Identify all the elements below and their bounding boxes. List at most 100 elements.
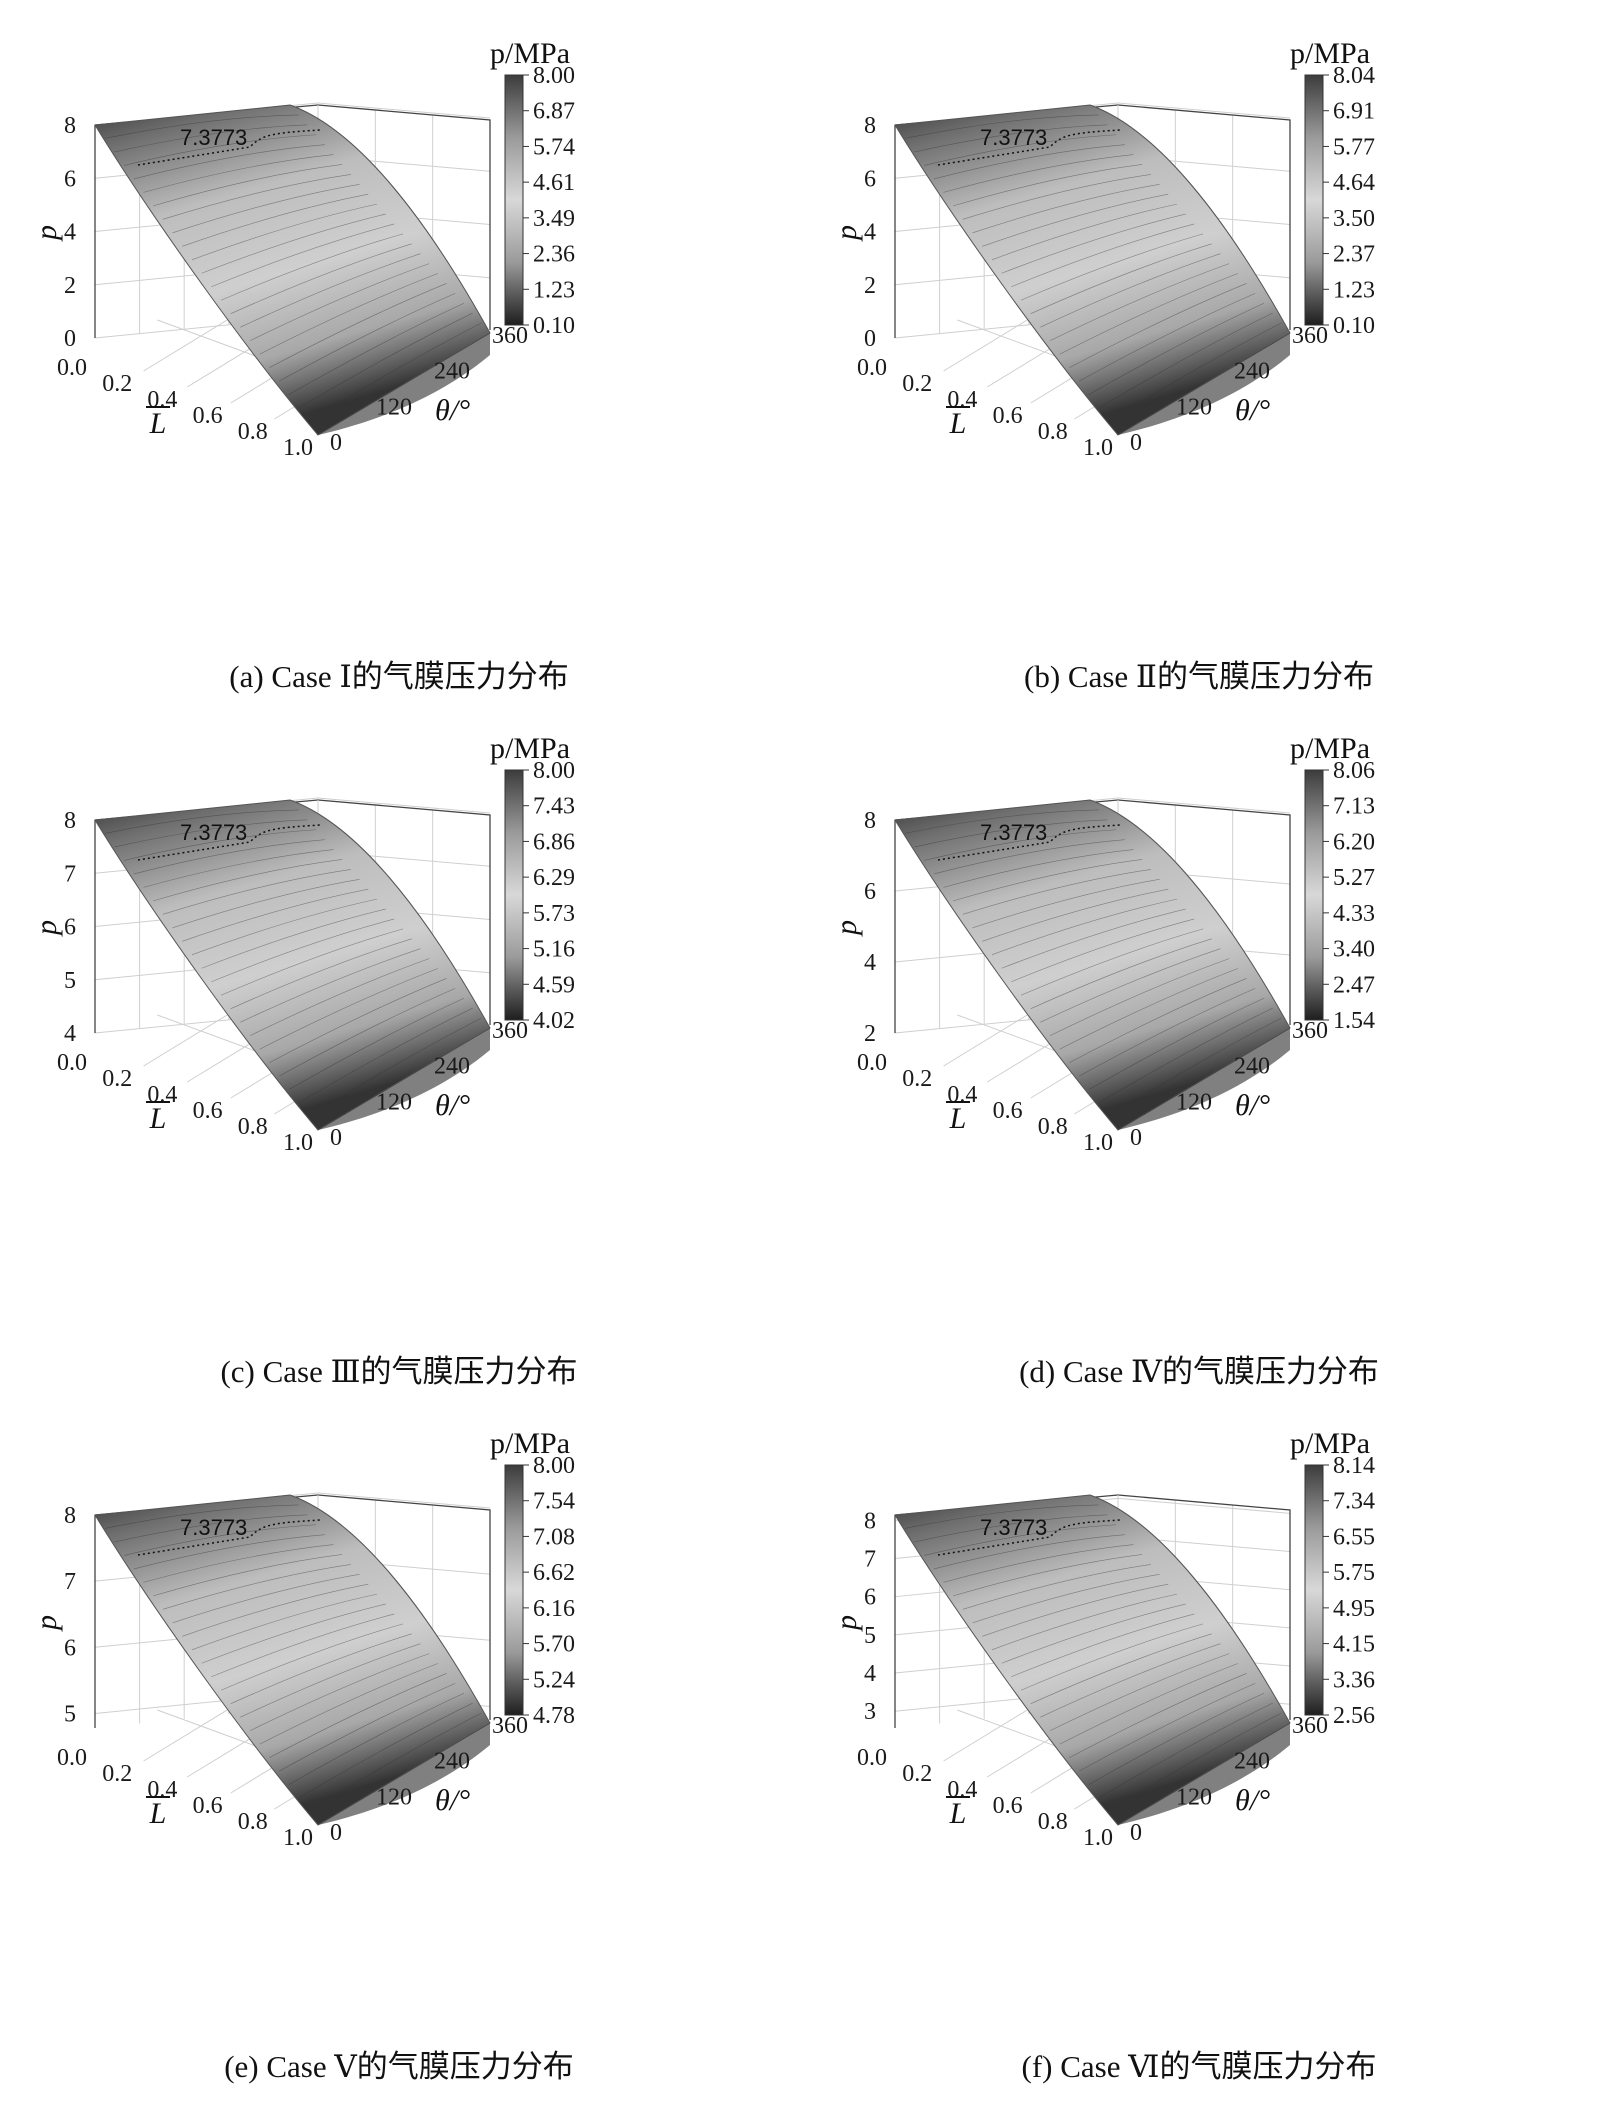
colorbar-tick-label: 2.36 xyxy=(533,242,575,268)
z-tick-label: 8 xyxy=(64,113,76,139)
contour-label: 7.3773 xyxy=(980,820,1047,845)
contour-line xyxy=(249,1653,430,1731)
x-tick-label: 0.8 xyxy=(238,1114,268,1140)
contour-line xyxy=(991,1593,1178,1651)
panel-caption: (b) Case Ⅱ的气膜压力分布 xyxy=(1024,659,1374,694)
colorbar-tick-label: 4.61 xyxy=(533,170,575,196)
x-tick-label: 0.6 xyxy=(193,1098,223,1124)
colorbar-tick-label: 1.23 xyxy=(1333,277,1375,303)
contour-line xyxy=(124,1524,317,1556)
contour-line xyxy=(104,809,299,834)
contour-line xyxy=(1040,253,1221,328)
panel-caption: (d) Case Ⅳ的气膜压力分布 xyxy=(1019,1354,1379,1389)
z-tick-label: 7 xyxy=(64,861,76,887)
contour-line xyxy=(240,253,421,328)
x-tick-label: 0.4 xyxy=(147,1082,177,1108)
contour-line xyxy=(249,263,430,341)
contour-line xyxy=(1011,223,1195,288)
contour-line xyxy=(211,223,395,288)
x-tick-label: 0.4 xyxy=(147,1777,177,1803)
contour-line xyxy=(982,193,1169,247)
z-tick-label: 4 xyxy=(864,950,876,976)
contour-line xyxy=(953,1554,1143,1597)
colorbar-tick-label: 8.00 xyxy=(533,1453,575,1479)
z-tick-label: 6 xyxy=(64,1635,76,1661)
z-axis-label: p xyxy=(30,920,63,937)
contour-line xyxy=(972,1574,1160,1624)
contour-line xyxy=(933,839,1125,875)
contour-line xyxy=(162,1564,351,1610)
chart-panel-b: 7.3773 0 2 4 6 8 p 0.0 0.2 0.4 0.6 0.8 1.0 L 0 120 240 36… xyxy=(800,25,1597,718)
z-tick-label: 6 xyxy=(64,166,76,192)
contour-line xyxy=(269,1673,447,1758)
y-axis-label: θ/° xyxy=(435,394,470,427)
contour-line xyxy=(298,312,473,409)
contour-line xyxy=(1059,968,1238,1050)
contour-line xyxy=(1040,948,1221,1023)
contour-line xyxy=(249,958,430,1036)
colorbar-tick-label: 4.64 xyxy=(1333,170,1375,196)
z-tick-label: 2 xyxy=(864,273,876,299)
contour-line xyxy=(143,849,334,888)
y-tick-label: 240 xyxy=(434,1054,470,1080)
contour-line xyxy=(972,184,1160,234)
contour-line xyxy=(124,134,317,166)
z-tick-label: 0 xyxy=(864,326,876,352)
contour-line xyxy=(1079,1683,1256,1772)
chart-panel-e: 7.3773 5 6 7 8 p 0.0 0.2 0.4 0.6 0.8 1.0 L 0 120 240 360… xyxy=(0,1415,798,2108)
colorbar-tick-label: 1.23 xyxy=(533,277,575,303)
colorbar-tick-label: 0.10 xyxy=(533,313,575,339)
z-tick-label: 7 xyxy=(864,1547,876,1573)
colorbar xyxy=(1304,769,1324,1021)
colorbar xyxy=(1304,74,1324,326)
surface-plot: 7.3773 5 6 7 8 p 0.0 0.2 0.4 0.6 0.8 1.0 L 0 120 240 360… xyxy=(30,1427,575,1851)
surface-front-edge xyxy=(318,333,490,435)
surface-front-edge xyxy=(1118,1028,1290,1130)
colorbar-title: p/MPa xyxy=(490,1427,570,1460)
contour-line xyxy=(114,124,308,153)
y-axis-label: θ/° xyxy=(435,1089,470,1122)
colorbar-tick-label: 6.86 xyxy=(533,829,575,855)
colorbar-tick-label: 7.54 xyxy=(533,1489,575,1515)
y-tick-label: 0 xyxy=(330,1125,342,1151)
y-tick-label: 120 xyxy=(376,394,412,420)
contour-line xyxy=(153,164,343,207)
colorbar-tick-label: 5.77 xyxy=(1333,134,1375,160)
x-tick-label: 1.0 xyxy=(283,435,313,461)
contour-line xyxy=(1001,213,1186,274)
x-tick-label: 0.0 xyxy=(57,1050,87,1076)
x-tick-label: 1.0 xyxy=(1083,1825,1113,1851)
x-tick-label: 0.6 xyxy=(193,1793,223,1819)
x-tick-label: 0.2 xyxy=(102,1761,132,1787)
colorbar-tick-label: 2.47 xyxy=(1333,972,1375,998)
contour-line xyxy=(279,1683,456,1772)
contour-line xyxy=(172,879,360,929)
surface-plot: 7.3773 3 4 5 6 7 8 p 0.0 0.2 0.4 0.6 0.8 1.0 L 0 120 240 3… xyxy=(830,1427,1375,1851)
y-tick-label: 120 xyxy=(1176,1089,1212,1115)
contour-label: 7.3773 xyxy=(180,125,247,150)
y-tick-label: 0 xyxy=(330,1820,342,1846)
contour-line xyxy=(1108,1712,1282,1812)
contour-line xyxy=(991,203,1178,261)
x-tick-label: 1.0 xyxy=(1083,435,1113,461)
y-tick-label: 360 xyxy=(492,1713,528,1739)
contour-line xyxy=(972,879,1160,929)
z-tick-label: 6 xyxy=(864,1585,876,1611)
contour-line xyxy=(298,1007,473,1104)
chart-panel-f: 7.3773 3 4 5 6 7 8 p 0.0 0.2 0.4 0.6 0.8 1.0 L 0 120 240 3… xyxy=(800,1415,1597,2108)
colorbar-tick-label: 5.27 xyxy=(1333,865,1375,891)
colorbar-tick-label: 5.16 xyxy=(533,937,575,963)
colorbar-title: p/MPa xyxy=(1290,732,1370,765)
z-tick-label: 8 xyxy=(64,808,76,834)
contour-line xyxy=(230,938,412,1009)
contour-line xyxy=(933,144,1125,180)
x-tick-label: 1.0 xyxy=(283,1825,313,1851)
x-tick-label: 0.4 xyxy=(947,1777,977,1803)
colorbar-tick-label: 3.49 xyxy=(533,206,575,232)
z-axis-label: p xyxy=(830,920,863,937)
y-tick-label: 240 xyxy=(1234,1749,1270,1775)
contour-line xyxy=(904,114,1099,139)
contour-line xyxy=(259,273,438,355)
contour-line xyxy=(1030,243,1212,314)
x-tick-label: 0.6 xyxy=(993,403,1023,429)
